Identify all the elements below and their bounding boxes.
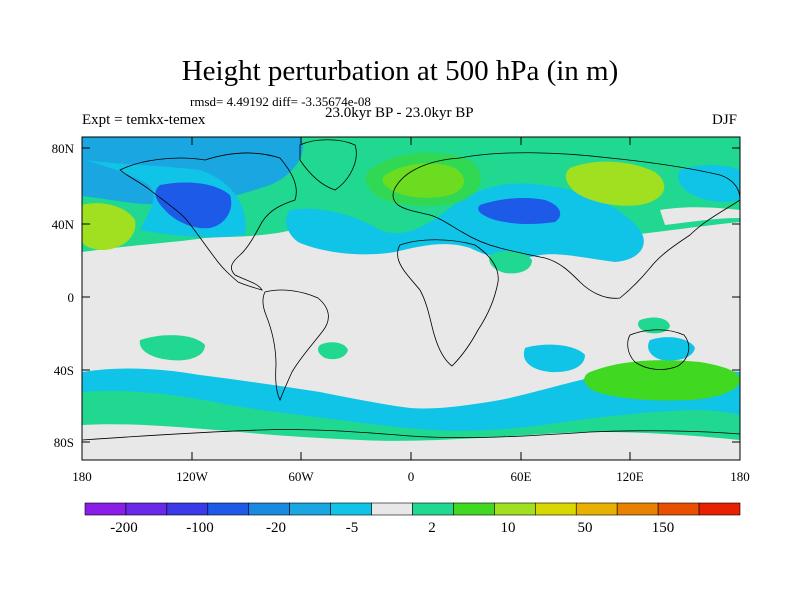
- colorbar-box: [412, 502, 454, 516]
- australia-outline: [627, 329, 690, 370]
- south-cyan-indian: [523, 344, 585, 373]
- colorbar-box: [125, 502, 168, 516]
- colorbar-box: [657, 502, 700, 516]
- south-cyan-australia: [648, 337, 695, 361]
- south-green-aus: [637, 317, 670, 334]
- colorbar-box: [84, 502, 127, 516]
- colorbar-label: 50: [577, 520, 593, 536]
- coastlines: [82, 139, 740, 441]
- south-america-outline: [262, 289, 329, 401]
- southeast-green-high: [584, 360, 740, 401]
- lon-label-120e: 120E: [616, 469, 644, 484]
- contour-field: [82, 137, 740, 460]
- lat-label-80n: 80N: [51, 141, 74, 156]
- period-label: 23.0kyr BP - 23.0kyr BP: [325, 105, 474, 121]
- lat-label-80s: 80S: [53, 435, 74, 450]
- colorbar: [84, 502, 741, 516]
- lon-label-60w: 60W: [288, 469, 314, 484]
- north-white-gap: [660, 207, 740, 225]
- stats-text: rmsd= 4.49192 diff= -3.35674e-08: [190, 94, 371, 109]
- axis-ticks: [82, 137, 740, 460]
- pacific-yellow-ridge: [82, 203, 136, 250]
- experiment-label: Expt = temkx-temex: [82, 112, 206, 128]
- colorbar-box: [248, 502, 290, 516]
- colorbar-box: [616, 502, 659, 516]
- indian-green-blob: [489, 250, 532, 274]
- south-green-patch-a: [139, 335, 205, 361]
- season-label: DJF: [712, 112, 738, 128]
- colorbar-label: 10: [500, 520, 516, 536]
- lat-label-40n: 40N: [51, 217, 74, 232]
- antarctica-outline: [82, 429, 740, 441]
- colorbar-label: -20: [266, 520, 286, 536]
- lon-label-180e: 180: [730, 469, 750, 484]
- colorbar-box: [453, 502, 495, 516]
- colorbar-label: 150: [651, 520, 675, 536]
- africa-outline: [397, 239, 499, 367]
- colorbar-label: -200: [110, 520, 138, 536]
- greenland-outline: [299, 139, 357, 191]
- north-america-outline: [119, 152, 297, 291]
- lon-label-180w: 180: [72, 469, 92, 484]
- lon-label-0: 0: [407, 469, 415, 484]
- colorbar-box: [494, 502, 536, 516]
- colorbar-box: [535, 502, 577, 516]
- lon-label-60e: 60E: [510, 469, 532, 484]
- south-green-patch-b: [317, 342, 348, 360]
- colorbar-box: [371, 502, 413, 516]
- lon-label-120w: 120W: [176, 469, 208, 484]
- atlantic-cyan-trough: [286, 183, 644, 262]
- colorbar-box: [166, 502, 209, 516]
- europe-lime-ring: [365, 152, 481, 207]
- eurasia-outline: [392, 152, 740, 299]
- map-title: Height perturbation at 500 hPa (in m): [181, 55, 619, 87]
- lat-label-40s: 40S: [53, 363, 74, 378]
- colorbar-box: [575, 502, 618, 516]
- colorbar-box: [207, 502, 250, 516]
- lat-label-0: 0: [67, 290, 75, 305]
- east-pacific-cyan: [678, 165, 740, 203]
- pacific-blue-core: [155, 182, 232, 229]
- colorbar-box: [330, 502, 372, 516]
- colorbar-label: -100: [186, 520, 214, 536]
- colorbar-box: [289, 502, 331, 516]
- asia-yellow-ridge: [565, 161, 665, 206]
- colorbar-box: [698, 502, 741, 516]
- atlantic-blue-core: [478, 197, 561, 225]
- colorbar-label: -5: [345, 520, 359, 536]
- colorbar-label: 2: [428, 520, 436, 536]
